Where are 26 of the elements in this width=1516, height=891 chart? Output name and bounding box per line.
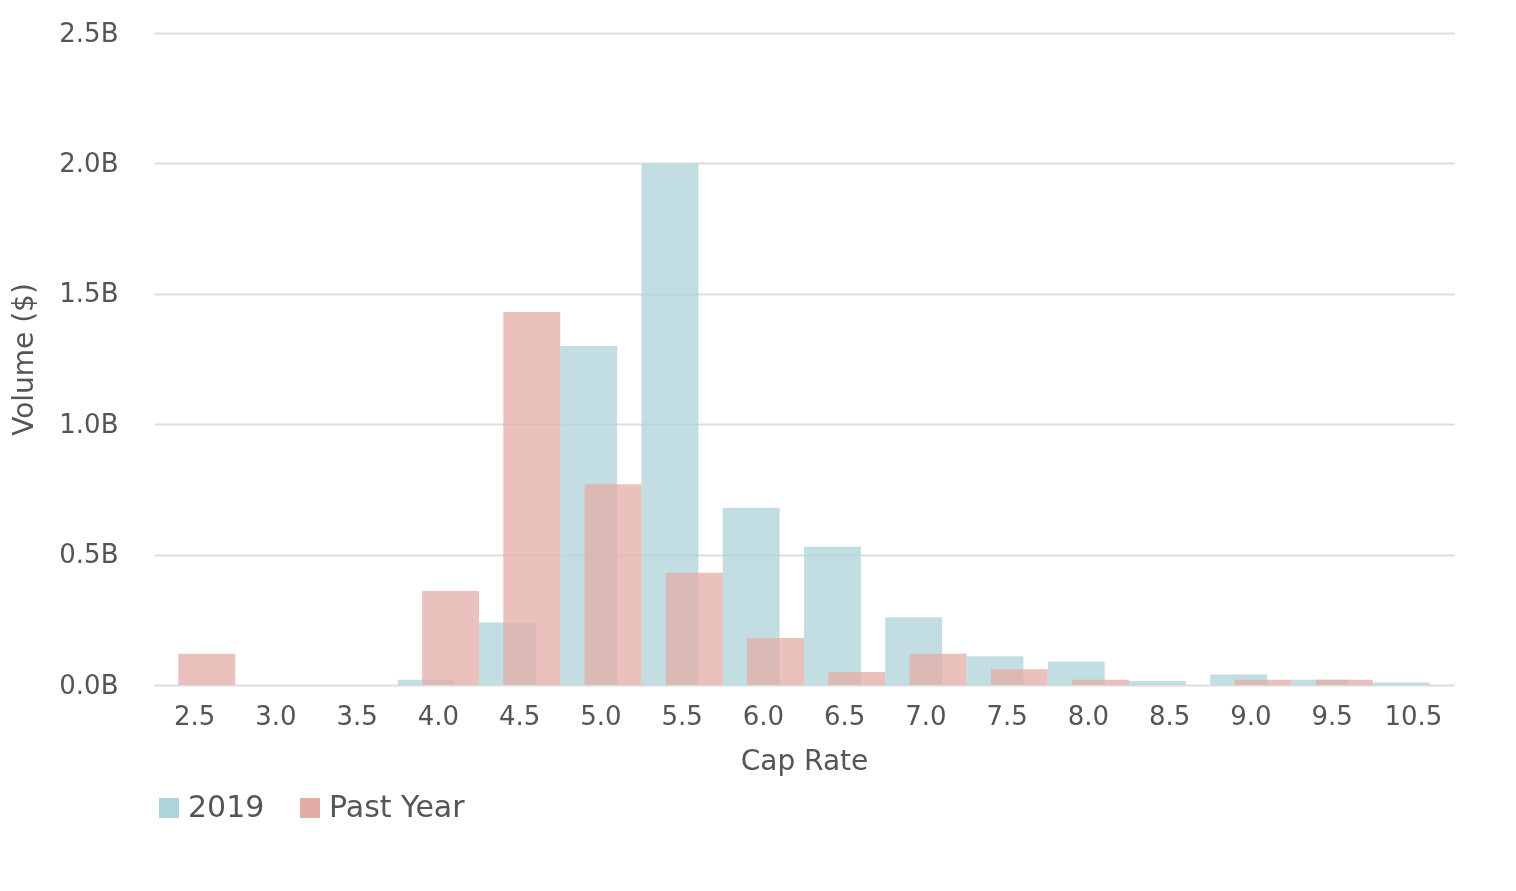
x-tick-label: 5.0: [580, 700, 622, 731]
x-tick-label: 4.0: [417, 700, 460, 731]
x-tick-label: 9.0: [1230, 700, 1272, 731]
y-tick-label: 1.0B: [59, 408, 119, 439]
x-tick-label: 2.5: [173, 700, 216, 731]
y-tick-label: 2.5B: [59, 17, 119, 48]
y-axis-title: Volume ($): [7, 283, 41, 436]
x-axis-title: Cap Rate: [740, 743, 869, 777]
x-tick-label: 8.5: [1148, 700, 1191, 731]
y-tick-label: 1.5B: [59, 278, 119, 309]
x-tick-label: 7.5: [986, 700, 1028, 731]
x-tick-label: 7.0: [905, 700, 947, 731]
y-tick-label: 0.5B: [59, 539, 119, 570]
x-tick-label: 10.5: [1384, 700, 1443, 731]
x-tick-label: 6.0: [742, 700, 785, 731]
x-tick-label: 8.0: [1067, 700, 1110, 731]
x-tick-label: 3.5: [336, 700, 378, 731]
x-tick-label: 3.0: [255, 700, 297, 731]
x-tick-label: 9.5: [1311, 700, 1353, 731]
x-tick-label: 4.5: [498, 700, 541, 731]
x-tick-label: 6.5: [823, 700, 866, 731]
x-tick-label: 5.5: [661, 700, 703, 731]
y-tick-label: 2.0B: [59, 147, 119, 178]
y-tick-label: 0.0B: [59, 669, 119, 700]
legend-label: Past Year: [329, 789, 466, 824]
legend-label: 2019: [188, 789, 265, 824]
